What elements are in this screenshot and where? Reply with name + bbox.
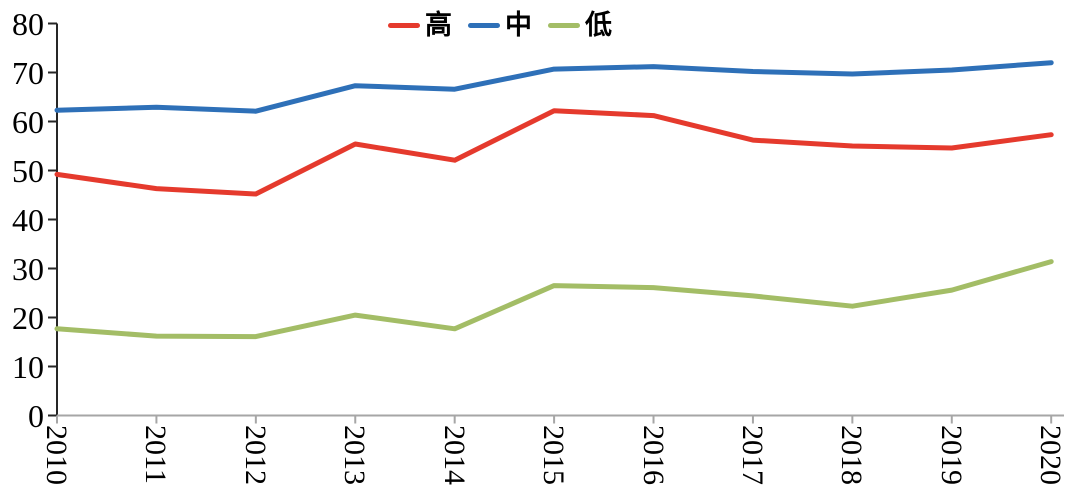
legend-label-high: 高 [425,10,452,40]
x-tick-label: 2018 [835,424,869,485]
x-tick-label: 2020 [1034,424,1068,485]
x-tick-label: 2014 [437,424,471,485]
y-tick-label: 80 [12,5,44,42]
y-tick-label: 70 [12,54,44,91]
legend-label-low: 低 [585,10,612,40]
legend-line-swatch-red [388,23,420,28]
legend-line-swatch-green [548,23,580,28]
legend: 高 中 低 [388,12,612,39]
legend-item-mid: 中 [468,12,532,39]
x-tick-label: 2011 [139,424,173,484]
y-tick-label: 20 [12,299,44,336]
x-tick-label: 2019 [934,424,968,485]
x-tick-label: 2016 [636,424,670,485]
series-line-低 [54,259,1054,340]
y-tick-label: 40 [12,201,44,238]
legend-line-swatch-blue [468,23,500,28]
y-tick-label: 60 [12,103,44,140]
y-tick-label: 30 [12,250,44,287]
x-tick-label: 2010 [40,424,73,485]
y-tick-label: 0 [28,397,44,434]
x-tick-label: 2015 [537,424,571,485]
y-tick-label: 10 [12,348,44,385]
legend-label-mid: 中 [505,10,532,40]
series-line-中 [54,60,1054,114]
legend-item-high: 高 [388,12,452,39]
series-line-高 [54,108,1054,197]
y-tick-label: 50 [12,152,44,189]
x-tick-label: 2012 [238,424,272,485]
x-tick-label: 2013 [338,424,372,485]
x-tick-label: 2017 [735,424,769,485]
legend-item-low: 低 [548,12,612,39]
